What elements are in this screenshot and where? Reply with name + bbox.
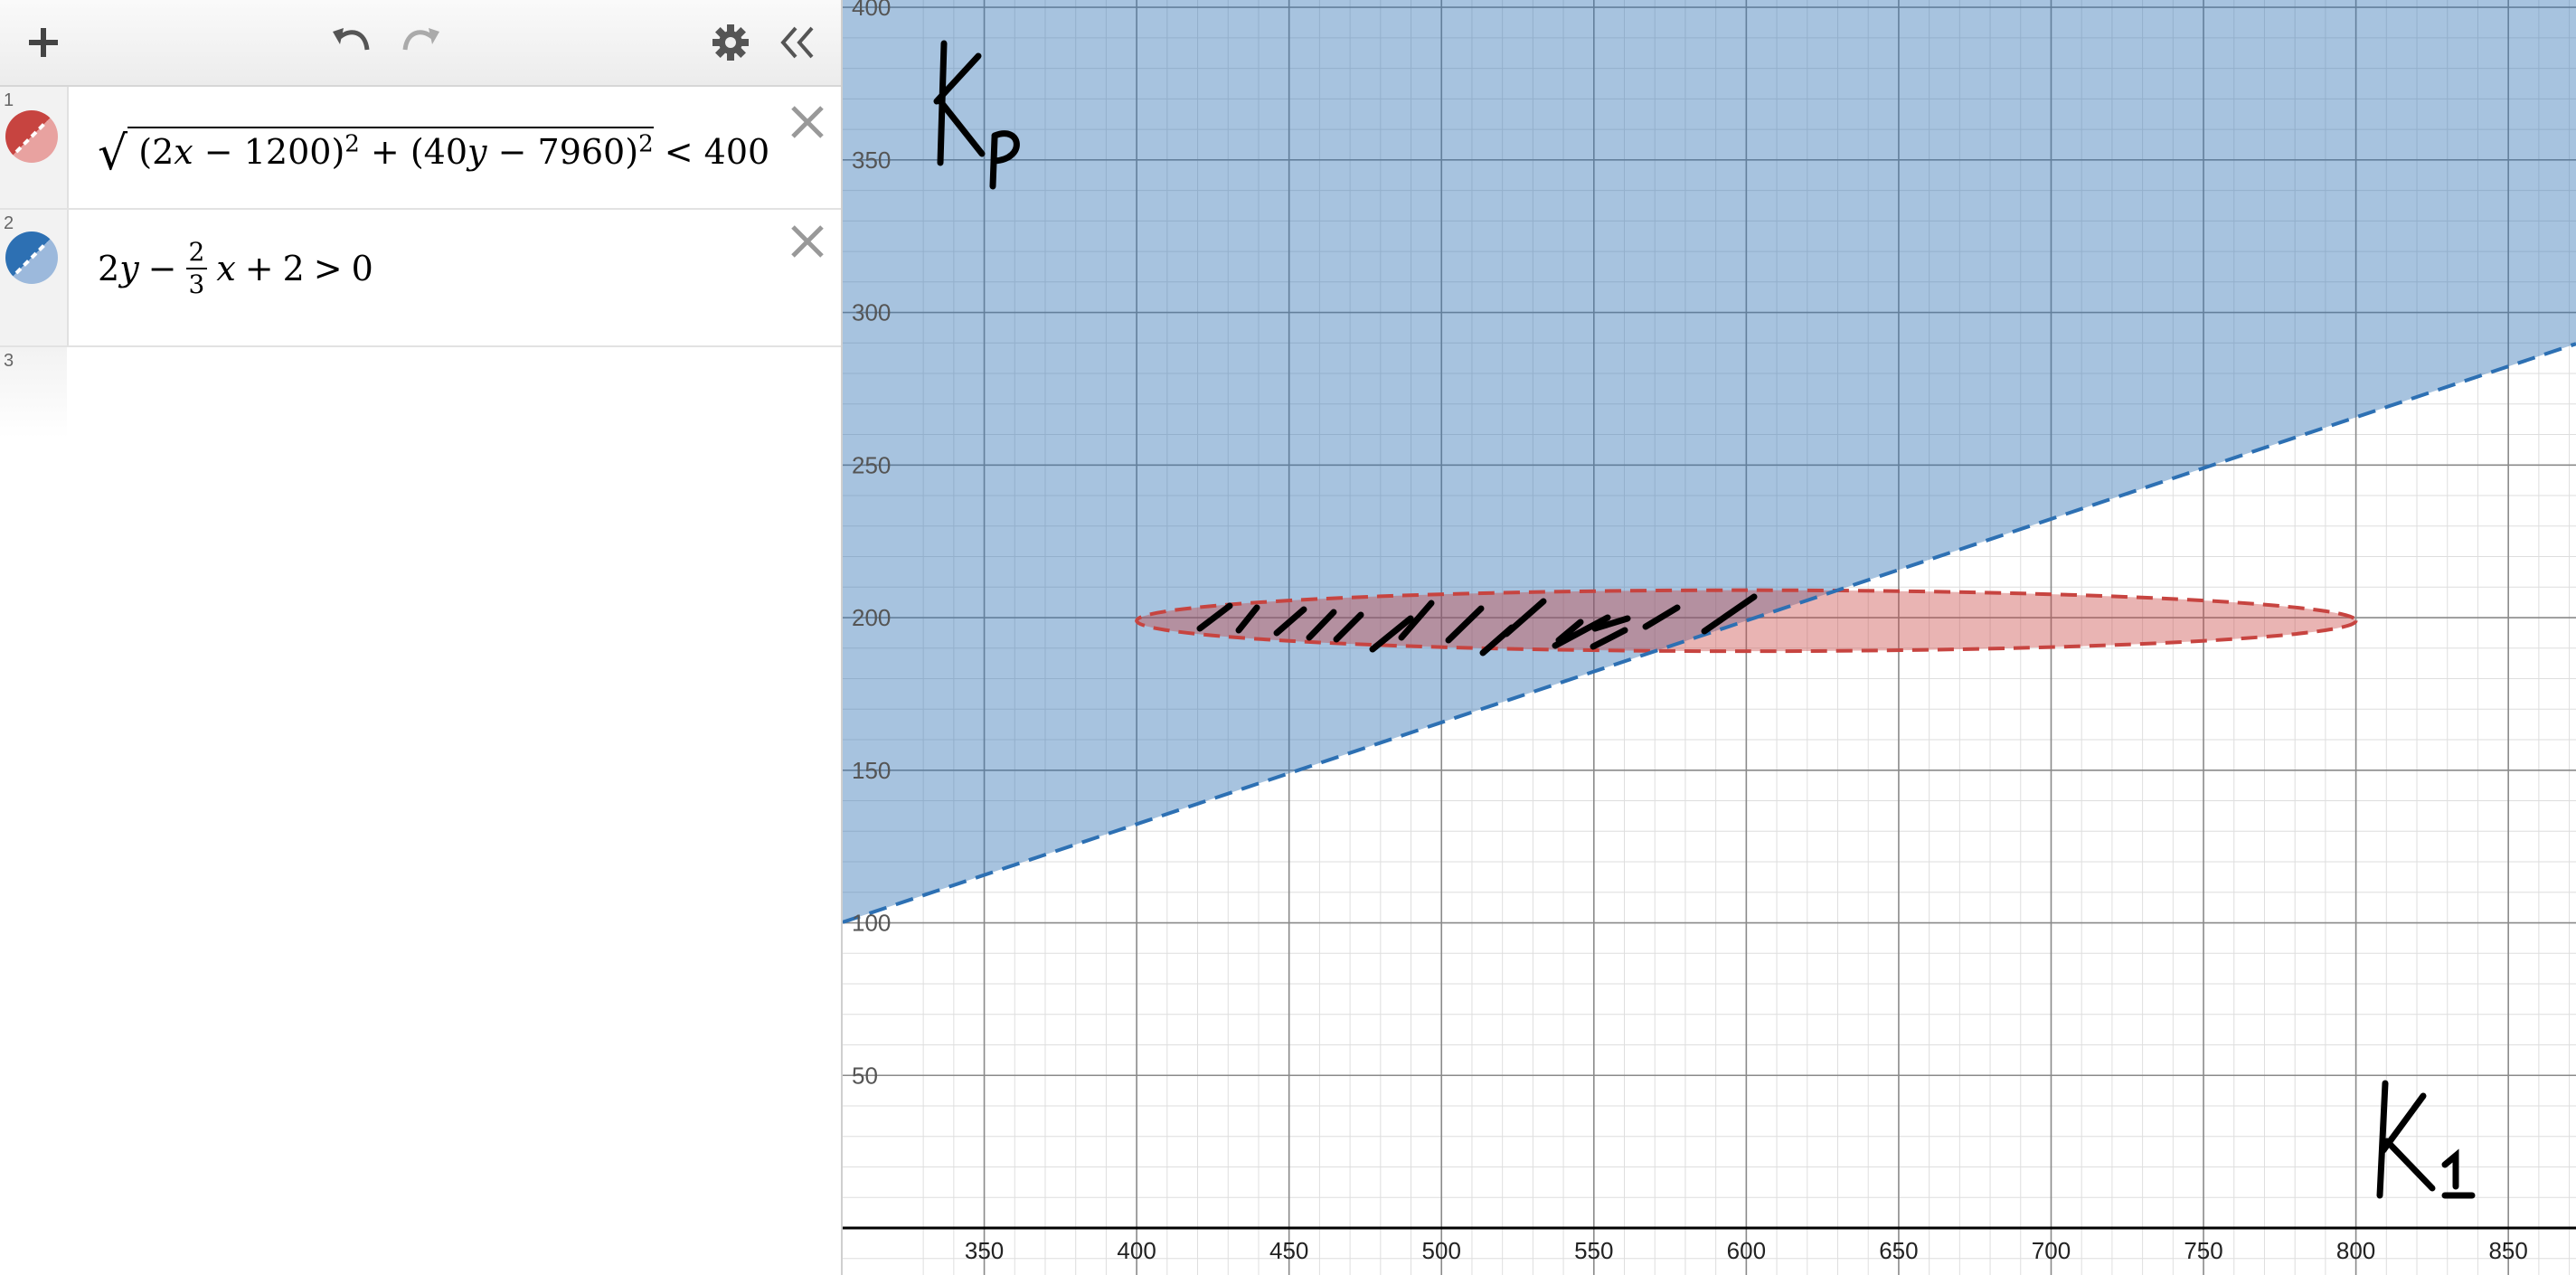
variable-y: y [119,249,139,288]
expression-index: 3 [4,351,14,371]
close-icon [791,225,824,258]
variable-x: x [216,249,236,288]
undo-button[interactable] [324,15,378,70]
x-tick-label: 600 [1727,1237,1766,1264]
coefficient: 40 [423,132,468,172]
expression-row-1[interactable]: 1 √ (2x − 1200)2 + (40y − 7960)2 < 400 [0,87,841,210]
add-expression-button[interactable] [16,15,71,70]
delete-expression-button[interactable] [785,99,830,145]
expression-toolbar [0,0,841,87]
denominator: 3 [188,269,205,299]
exponent: 2 [344,130,360,158]
expression-gutter: 3 [0,347,67,438]
handwritten-k1-label [2376,1080,2476,1199]
paren: ( [138,132,153,172]
variable-x: x [174,132,193,172]
settings-button[interactable] [703,15,758,70]
dashed-line-icon [14,241,49,275]
x-tick-label: 650 [1879,1237,1918,1264]
expression-gutter: 2 [0,210,69,345]
gear-icon [712,24,749,61]
paren: ) [331,132,345,172]
relation: < [664,132,694,172]
y-tick-label: 400 [852,0,891,21]
undo-icon [333,28,370,51]
expression-row-2[interactable]: 2 2y − 2 3 x + 2 > 0 [0,210,841,347]
expression-gutter: 1 [0,87,69,208]
expression-index: 1 [4,90,14,110]
close-icon [791,106,824,138]
expression-index: 2 [4,213,14,233]
x-tick-label: 350 [965,1237,1004,1264]
collapse-panel-button[interactable] [770,15,825,70]
color-style-toggle[interactable] [5,110,58,163]
redo-icon [402,28,439,51]
operator: − [203,132,233,172]
inequality-1-ellipse-region[interactable] [1135,588,2358,654]
double-chevron-left-icon [780,26,814,59]
color-style-toggle[interactable] [5,231,58,284]
expression-math-1[interactable]: √ (2x − 1200)2 + (40y − 7960)2 < 400 [98,121,770,181]
minor-grid [843,0,2576,1275]
numerator: 2 [185,237,208,269]
relation: > [313,249,343,288]
paren: ( [410,132,424,172]
fraction: 2 3 [185,237,208,300]
x-tick-label: 550 [1574,1237,1613,1264]
y-tick-label: 200 [852,604,891,631]
coefficient: 2 [98,249,120,288]
operator: − [147,249,177,288]
exponent: 2 [638,130,654,158]
constant: 7960 [537,132,626,172]
x-tick-label: 750 [2184,1237,2222,1264]
x-tick-label: 700 [2032,1237,2071,1264]
inequality-2-boundary[interactable] [843,342,2576,924]
graph-canvas[interactable]: 350 400 450 500 550 600 650 700 750 800 850 50 100 1… [843,0,2576,1275]
x-tick-label: 800 [2336,1237,2375,1264]
inequality-2-shaded-region [843,0,2576,922]
coefficient: 2 [152,132,175,172]
constant: 1200 [243,132,332,172]
y-tick-label: 150 [852,757,891,784]
constant: 2 [282,249,305,288]
y-tick-label: 100 [852,910,891,937]
hand-drawn-hatching [1196,593,1758,656]
variable-y: y [467,132,487,172]
expression-list-panel: 1 √ (2x − 1200)2 + (40y − 7960)2 < 400 2 [0,0,843,1275]
constant: 400 [703,132,770,172]
expression-row-3[interactable]: 3 [0,347,841,438]
handwritten-kp-label [933,40,1020,190]
y-tick-label: 300 [852,299,891,326]
x-tick-label: 450 [1269,1237,1308,1264]
operator: + [370,132,400,172]
y-tick-label: 250 [852,451,891,478]
operator: − [497,132,527,172]
operator: + [244,249,274,288]
paren: ) [625,132,639,172]
y-tick-label: 350 [852,146,891,174]
delete-expression-button[interactable] [785,219,830,264]
redo-button[interactable] [394,15,448,70]
y-tick-label: 50 [852,1062,878,1089]
sqrt-symbol: √ [98,127,128,181]
x-tick-label: 400 [1117,1237,1156,1264]
dashed-line-icon [14,119,49,154]
x-tick-label: 500 [1422,1237,1461,1264]
plus-icon [29,28,58,57]
x-tick-label: 850 [2488,1237,2527,1264]
constant: 0 [351,249,373,288]
expression-math-2[interactable]: 2y − 2 3 x + 2 > 0 [98,237,373,300]
